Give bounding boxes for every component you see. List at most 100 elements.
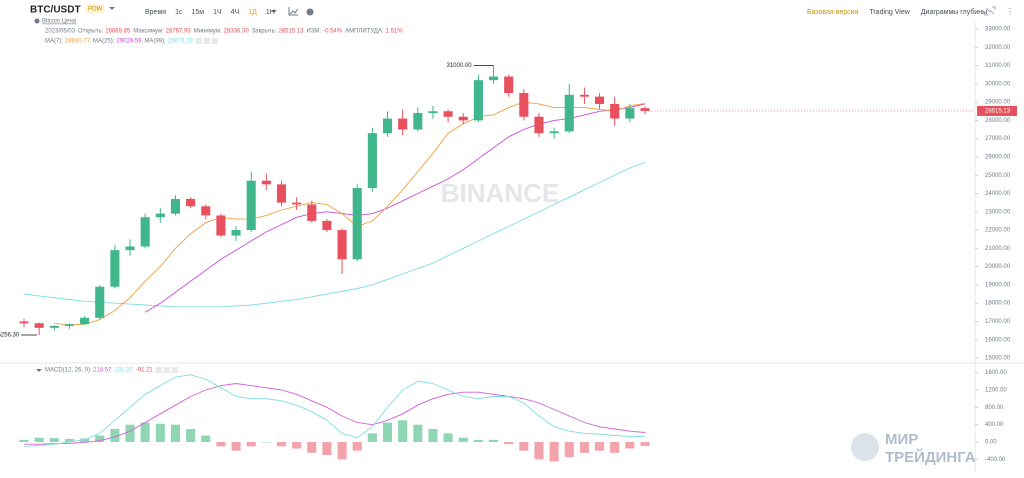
candle-body (534, 116, 544, 134)
timeframe[interactable]: 1с (175, 9, 183, 16)
subtitle[interactable]: Bitcoin Цена (42, 19, 77, 25)
ma-value: 28930.77 (65, 39, 91, 45)
macd-bar (337, 442, 347, 460)
info-label: АМПЛИТУДА: (345, 29, 384, 35)
y-tick-label: 1200.00 (985, 388, 1007, 394)
macd-bar (276, 442, 287, 447)
ma-value: 25676.29 (168, 39, 194, 45)
y-tick-label: 1600.00 (985, 370, 1007, 376)
legend-button[interactable] (195, 38, 202, 44)
macd-bar (519, 442, 529, 451)
candle-body (610, 103, 620, 119)
candle-body (95, 286, 105, 318)
candle-body (640, 108, 650, 111)
menu[interactable]: ⋮ (1006, 7, 1014, 16)
more[interactable] (271, 10, 277, 13)
view-link[interactable]: Trading View (869, 9, 910, 16)
y-tick-label: 26000.00 (985, 155, 1011, 161)
view-link[interactable]: Базовая версия (807, 9, 859, 16)
y-tick-label: 16000.00 (985, 337, 1011, 343)
y-tick-label: 18000.00 (985, 301, 1011, 307)
info-value: 28669.85 (105, 29, 131, 35)
y-tick-label: 0.00 (985, 440, 997, 446)
high-label: 31000.00 (447, 63, 473, 69)
y-tick-label: 15000.00 (985, 356, 1011, 362)
macd-bar (564, 442, 574, 458)
logo-line: ТРЕЙДИНГА (885, 448, 976, 466)
macd-bar (428, 429, 438, 442)
timeframe[interactable]: 1Ч (213, 9, 222, 16)
macd-bar (473, 439, 483, 442)
ma-label: MA(7): (45, 39, 63, 45)
macd-bar (216, 442, 226, 447)
fullscreen[interactable] (984, 6, 996, 16)
signal-line (24, 383, 646, 445)
info-label: ИЗМ: (306, 29, 321, 35)
legend-button[interactable] (203, 38, 210, 44)
y-tick-label: 21000.00 (985, 246, 1011, 252)
candle-body (579, 94, 589, 97)
candle-body (276, 184, 287, 203)
candle-body (110, 250, 120, 287)
y-tick-label: 24000.00 (985, 191, 1011, 197)
macd-value: -91.21 (136, 368, 154, 374)
y-tick-label: 27000.00 (985, 136, 1011, 142)
timeframe[interactable]: 4Ч (231, 9, 240, 16)
candle-body (170, 198, 181, 214)
candle-body (352, 188, 362, 260)
info-value: 28336.30 (224, 29, 250, 35)
candle-body (125, 246, 135, 251)
macd-value: 218.57 (93, 368, 112, 374)
info-value: -0.54% (323, 29, 343, 35)
ma-label: MA(25): (93, 39, 115, 45)
collapse[interactable] (36, 369, 42, 372)
macd-bar (186, 429, 196, 442)
y-tick-label: 28000.00 (985, 118, 1011, 124)
timeframe[interactable]: Время (145, 9, 166, 16)
macd-bar (80, 438, 90, 442)
y-tick-label: 400.00 (985, 422, 1004, 428)
dropdown[interactable] (109, 7, 115, 10)
info-label: Открыть: (78, 29, 104, 35)
macd-bar (610, 442, 620, 453)
candle-body (443, 111, 453, 117)
timeframe[interactable]: 1Н (266, 9, 275, 16)
tag: POW (88, 7, 103, 13)
y-tick-label: 800.00 (985, 405, 1004, 411)
last-price-tag (977, 105, 1017, 116)
legend-button[interactable] (155, 367, 162, 373)
legend-button[interactable] (211, 38, 218, 44)
candle-body (80, 317, 90, 325)
macd-bar (95, 435, 105, 442)
legend-button[interactable] (171, 367, 178, 373)
macd-bar (110, 429, 120, 442)
y-tick-label: 30000.00 (985, 81, 1011, 87)
macd-bar (261, 442, 271, 443)
ma99-line (23, 161, 646, 308)
macd-label: MACD(12, 26, 9) (45, 368, 90, 374)
macd-bar (155, 423, 165, 442)
candle-body (458, 116, 468, 121)
candle-body (504, 76, 514, 93)
ma-value: 29029.59 (116, 39, 142, 45)
y-tick-label: 29000.00 (985, 100, 1011, 106)
y-tick-label: 33000.00 (985, 27, 1011, 33)
macd-bar (367, 433, 377, 442)
macd-bar (488, 439, 499, 442)
y-tick-label: 25000.00 (985, 173, 1011, 179)
info-label: Максимум: (133, 29, 164, 35)
timeframe[interactable]: 1Д (248, 9, 257, 16)
settings-icon[interactable] (306, 8, 314, 16)
candle-body (292, 202, 302, 205)
legend-button[interactable] (163, 367, 170, 373)
indicator-icon[interactable] (288, 7, 299, 16)
macd-bar (595, 442, 605, 451)
info-value: 28767.93 (166, 29, 192, 35)
timeframe[interactable]: 15м (191, 9, 204, 16)
view-link[interactable]: Диаграммы глубины (921, 8, 987, 16)
macd-bar (49, 438, 59, 442)
candle-body (19, 321, 29, 324)
macd-bar (64, 438, 74, 442)
